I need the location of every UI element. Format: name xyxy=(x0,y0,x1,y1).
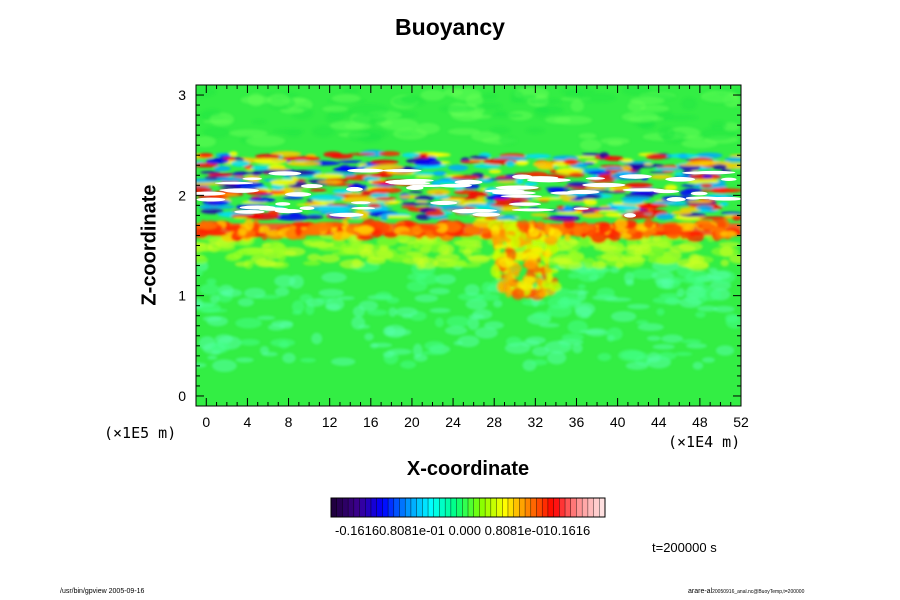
x-tick-label: 0 xyxy=(202,414,210,430)
y-axis-label: Z-coordinate xyxy=(138,184,161,306)
x-tick-label: 52 xyxy=(733,414,749,430)
colorbar-segment xyxy=(331,498,338,517)
colorbar-segment xyxy=(559,498,566,517)
colorbar-segment xyxy=(353,498,360,517)
colorbar-segment xyxy=(393,498,400,517)
colorbar-segment xyxy=(405,498,412,517)
x-tick-label: 32 xyxy=(528,414,544,430)
colorbar-segment xyxy=(416,498,423,517)
colorbar-segment xyxy=(410,498,417,517)
colorbar-segment xyxy=(388,498,395,517)
colorbar-segment xyxy=(462,498,469,517)
footer-left: /usr/bin/gpview 2005-09-16 xyxy=(60,588,145,595)
colorbar-tick-labels: -0.16160.8081e-01 0.000 0.8081e-010.1616 xyxy=(335,523,590,538)
colorbar-segment xyxy=(370,498,377,517)
colorbar-segment xyxy=(336,498,343,517)
x-tick-label: 4 xyxy=(244,414,252,430)
colorbar-segment xyxy=(519,498,526,517)
colorbar-segment xyxy=(473,498,480,517)
x-tick-label: 36 xyxy=(569,414,585,430)
x-tick-label: 12 xyxy=(322,414,338,430)
colorbar-segment xyxy=(496,498,503,517)
x-tick-label: 28 xyxy=(486,414,502,430)
footer-right-sub: 20050916_anal.nc@BuoyTemp,t=200000 xyxy=(712,589,805,595)
y-tick-label: 3 xyxy=(178,87,186,103)
footer-right-main: arare-al xyxy=(688,588,713,595)
colorbar-segment xyxy=(428,498,435,517)
buoyancy-field xyxy=(196,85,741,406)
colorbar-segment xyxy=(490,498,497,517)
colorbar-segment xyxy=(479,498,486,517)
colorbar-segment xyxy=(445,498,452,517)
colorbar-segment xyxy=(587,498,594,517)
x-tick-label: 48 xyxy=(692,414,708,430)
x-tick-label: 40 xyxy=(610,414,626,430)
colorbar-segment xyxy=(382,498,389,517)
colorbar-segment xyxy=(536,498,543,517)
colorbar-segment xyxy=(507,498,514,517)
x-unit-label: (×1E4 m) xyxy=(668,433,741,451)
colorbar-segment xyxy=(593,498,600,517)
colorbar-segment xyxy=(525,498,532,517)
x-axis-label: X-coordinate xyxy=(406,458,530,480)
colorbar-segment xyxy=(376,498,383,517)
y-tick-label: 2 xyxy=(178,187,186,203)
z-unit-label: (×1E5 m) xyxy=(104,424,177,442)
colorbar-segment xyxy=(502,498,509,517)
colorbar-segment xyxy=(348,498,355,517)
x-tick-label: 44 xyxy=(651,414,667,430)
x-tick-label: 24 xyxy=(445,414,461,430)
colorbar-segment xyxy=(576,498,583,517)
colorbar-segment xyxy=(456,498,463,517)
colorbar-segment xyxy=(399,498,406,517)
colorbar-segment xyxy=(342,498,349,517)
x-tick-label: 16 xyxy=(363,414,379,430)
colorbar-segment xyxy=(450,498,457,517)
colorbar-segment xyxy=(542,498,549,517)
colorbar-segment xyxy=(468,498,475,517)
colorbar-segment xyxy=(599,498,606,517)
colorbar: -0.16160.8081e-01 0.000 0.8081e-010.1616 xyxy=(330,497,606,538)
colorbar-segment xyxy=(553,498,560,517)
colorbar-segment xyxy=(565,498,572,517)
chart-title: Buoyancy xyxy=(395,14,505,40)
colorbar-segment xyxy=(433,498,440,517)
colorbar-segment xyxy=(359,498,366,517)
y-tick-label: 0 xyxy=(178,388,186,404)
colorbar-segment xyxy=(570,498,577,517)
colorbar-segment xyxy=(582,498,589,517)
footer-right: arare-al20050916_anal.nc@BuoyTemp,t=2000… xyxy=(688,588,804,595)
x-tick-label: 8 xyxy=(285,414,293,430)
x-tick-label: 20 xyxy=(404,414,420,430)
colorbar-segment xyxy=(530,498,537,517)
colorbar-segment xyxy=(547,498,554,517)
colorbar-segment xyxy=(422,498,429,517)
colorbar-frame xyxy=(330,497,606,518)
colorbar-segment xyxy=(365,498,372,517)
colorbar-segment xyxy=(485,498,492,517)
time-label: t=200000 s xyxy=(652,540,717,555)
colorbar-segment xyxy=(439,498,446,517)
colorbar-segment xyxy=(513,498,520,517)
y-tick-label: 1 xyxy=(178,288,186,304)
